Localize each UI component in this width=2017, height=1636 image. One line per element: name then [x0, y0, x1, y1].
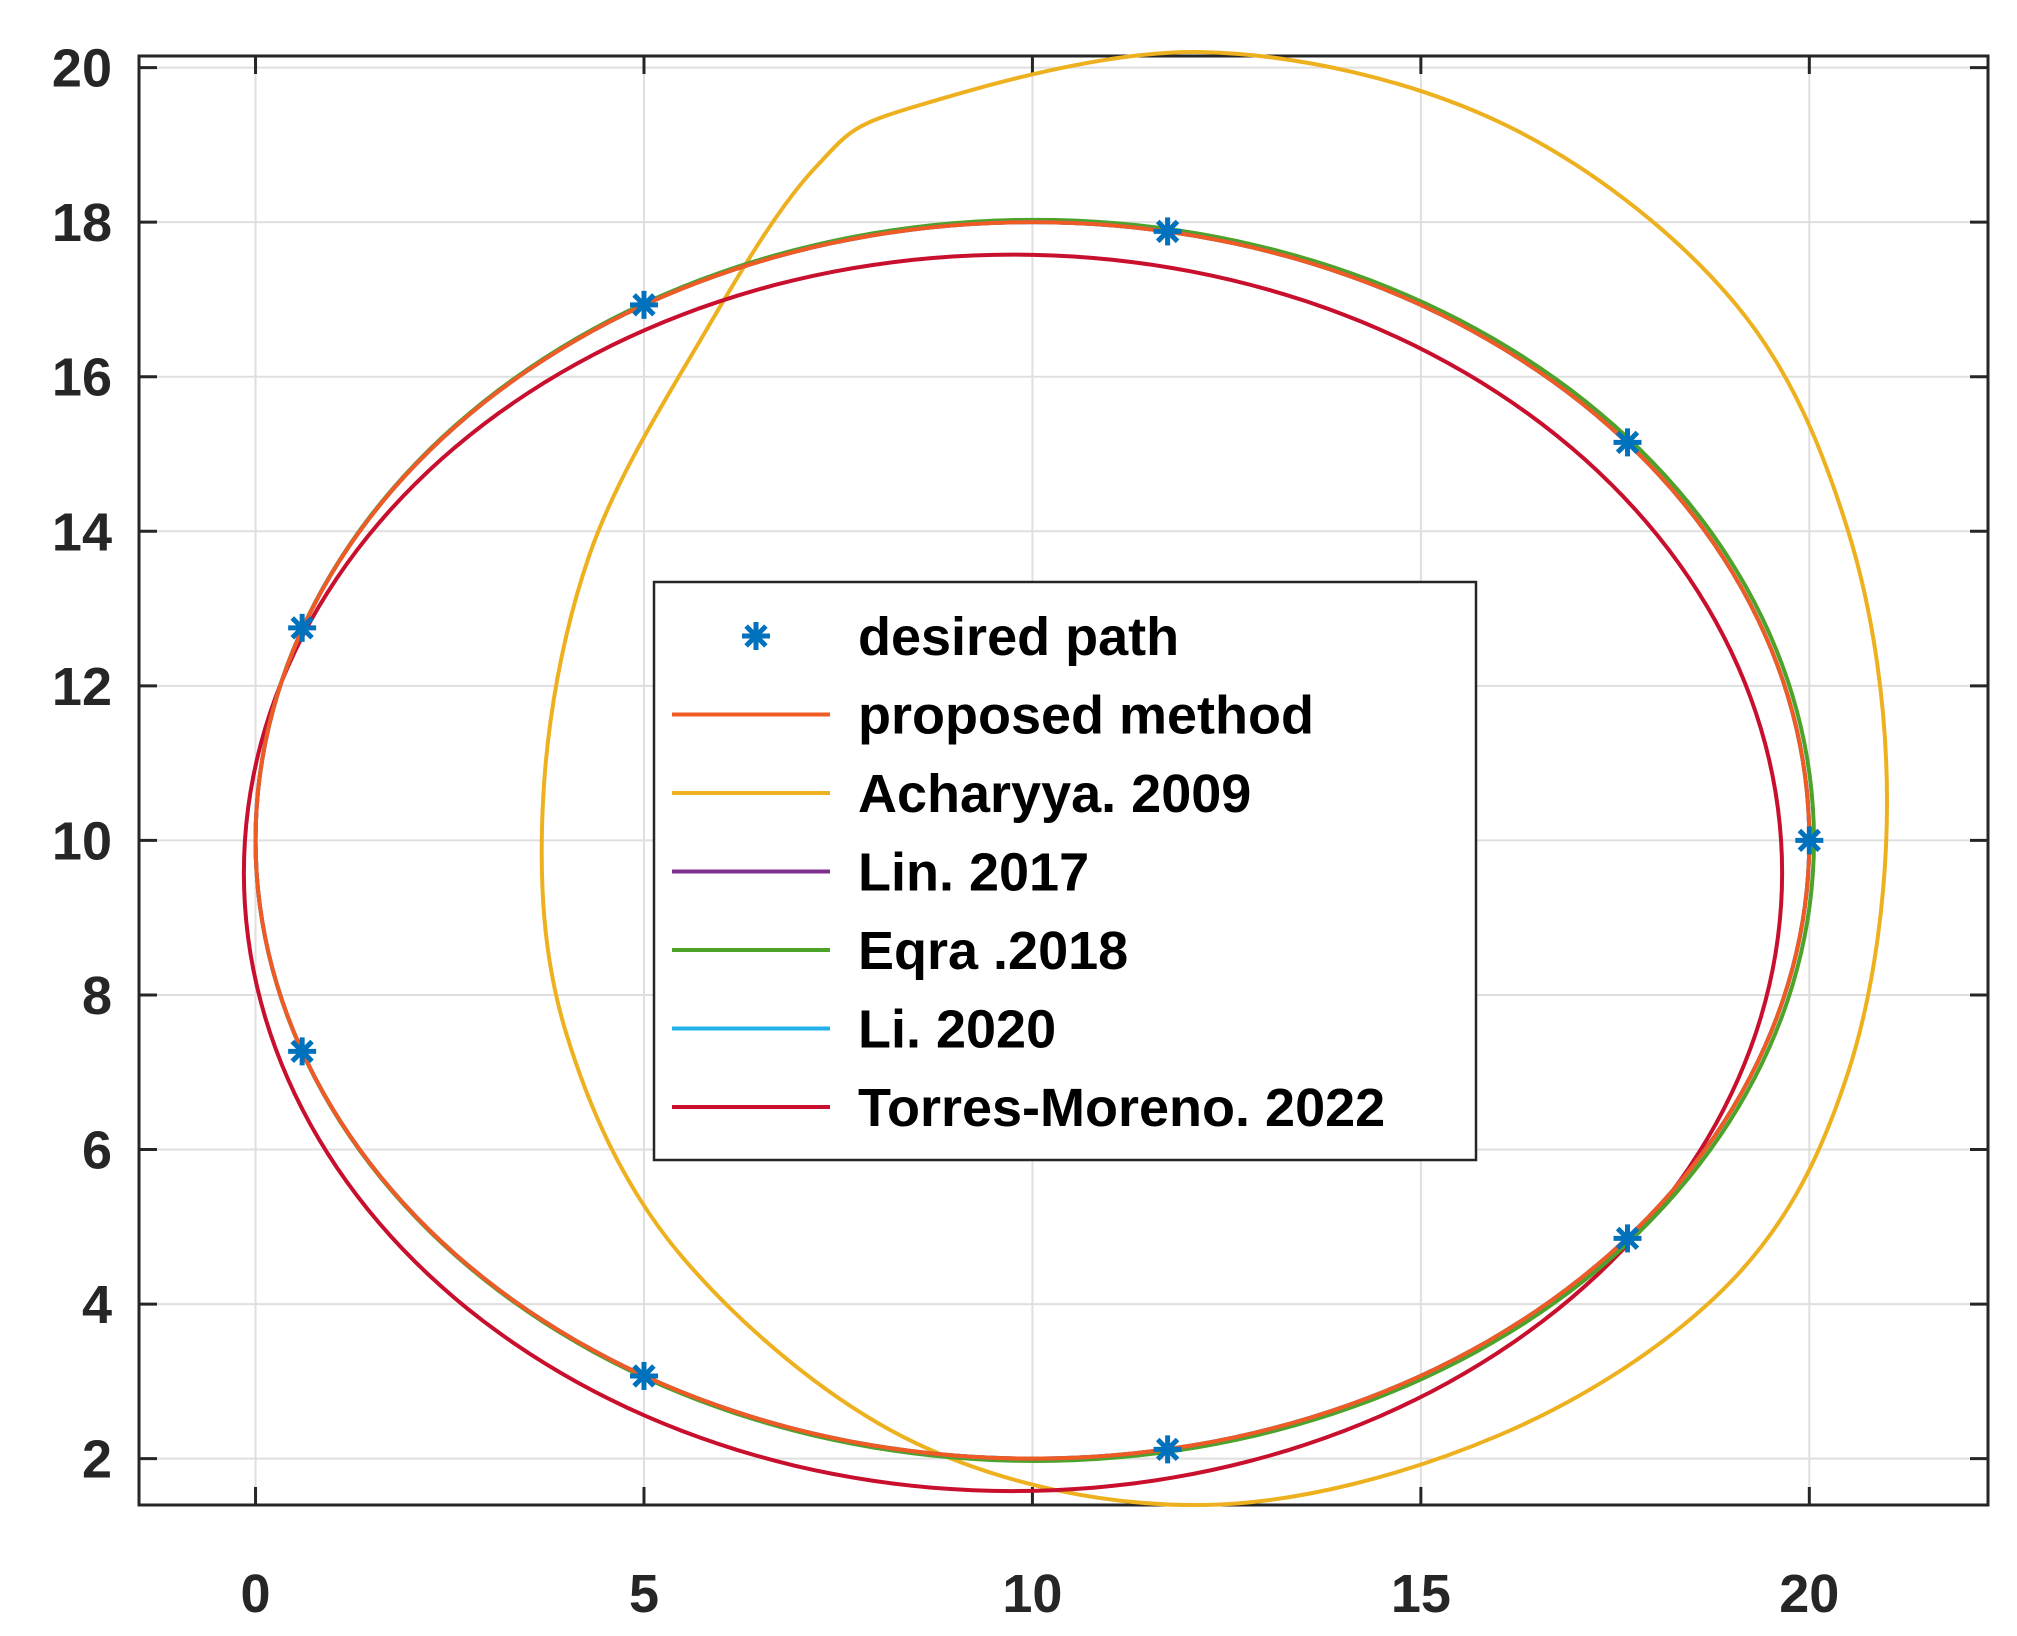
x-tick-label: 15: [1391, 1564, 1451, 1624]
desired-path-marker: [1153, 217, 1182, 246]
y-tick-label: 18: [52, 193, 112, 253]
legend-item-torres-moreno-2022: Torres-Moreno. 2022: [672, 1078, 1385, 1138]
asterisk-stroke: [632, 293, 656, 317]
legend-item-proposed-method: proposed method: [672, 686, 1314, 746]
legend-item-eqra-2018: Eqra .2018: [672, 921, 1128, 981]
legend-label-torres-moreno-2022: Torres-Moreno. 2022: [858, 1078, 1385, 1138]
legend-item-acharyya-2009: Acharyya. 2009: [672, 764, 1251, 824]
asterisk-stroke: [1615, 1226, 1640, 1251]
desired-path-marker: [288, 613, 317, 642]
x-tick-label: 20: [1779, 1564, 1839, 1624]
desired-path-marker: [1153, 1435, 1182, 1464]
y-tick-label: 20: [52, 39, 112, 99]
legend-label-acharyya-2009: Acharyya. 2009: [858, 764, 1251, 824]
tick-labels: 0 5 10 15 20 2 4 6 8 10 12 14 16 18 20: [52, 39, 1839, 1624]
asterisk-stroke: [632, 1364, 656, 1388]
legend-item-li-2020: Li. 2020: [672, 1000, 1056, 1060]
series-line-torres-moreno-2022: [241, 252, 1785, 1494]
y-tick-label: 16: [52, 348, 112, 408]
desired-path-marker: [629, 290, 658, 319]
legend-item-desired-path: desired path: [742, 607, 1179, 667]
legend-items: desired path proposed method Acharyya. 200…: [672, 607, 1385, 1138]
series-layer: [241, 50, 1890, 1508]
y-tick-label: 10: [52, 811, 112, 871]
legend-label-li-2020: Li. 2020: [858, 1000, 1056, 1060]
y-tick-label: 2: [82, 1430, 112, 1490]
y-tick-label: 12: [52, 657, 112, 717]
legend-label-lin-2017: Lin. 2017: [858, 843, 1089, 903]
desired-path-marker: [1613, 1224, 1642, 1253]
x-tick-label: 0: [241, 1564, 271, 1624]
x-tick-label: 10: [1002, 1564, 1062, 1624]
legend-marker-desired-path: [742, 622, 770, 650]
series-line-acharyya-2009: [539, 50, 1890, 1508]
y-tick-label: 8: [82, 966, 112, 1026]
y-tick-label: 4: [82, 1275, 112, 1335]
asterisk-stroke: [290, 616, 314, 640]
legend-label-proposed-method: proposed method: [858, 686, 1314, 746]
axes-box: [137, 54, 1990, 1507]
legend-item-lin-2017: Lin. 2017: [672, 843, 1089, 903]
desired-path-marker: [1795, 826, 1824, 855]
series-desired-path: [288, 217, 1824, 1464]
x-tick-label: 5: [629, 1564, 659, 1624]
plot-area: [137, 50, 1990, 1508]
desired-path-marker: [288, 1037, 317, 1066]
asterisk-stroke: [290, 1039, 314, 1064]
legend-label-eqra-2018: Eqra .2018: [858, 921, 1128, 981]
y-tick-label: 6: [82, 1121, 112, 1181]
legend-label-desired-path: desired path: [858, 607, 1179, 667]
asterisk-stroke: [1155, 219, 1180, 244]
series-line-proposed-method: [253, 220, 1812, 1461]
asterisk-stroke: [1155, 1437, 1180, 1462]
asterisk-stroke: [1615, 430, 1640, 455]
desired-path-marker: [1613, 428, 1642, 457]
asterisk-stroke: [1797, 828, 1821, 853]
y-tick-label: 14: [52, 502, 112, 562]
ticks: [139, 56, 1988, 1505]
legend: desired path proposed method Acharyya. 200…: [652, 580, 1478, 1162]
asterisk-stroke: [744, 624, 768, 648]
desired-path-marker: [629, 1361, 658, 1390]
